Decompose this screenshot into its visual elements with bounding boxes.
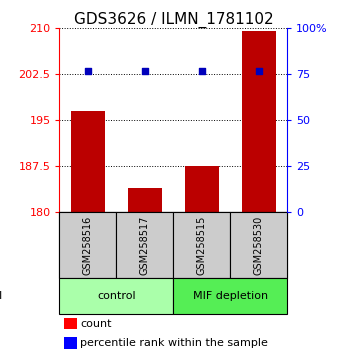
FancyBboxPatch shape [59, 278, 173, 314]
Point [85, 68, 91, 74]
Text: control: control [97, 291, 136, 301]
FancyBboxPatch shape [231, 212, 287, 278]
Point [142, 68, 148, 74]
Text: GSM258530: GSM258530 [254, 216, 264, 275]
Text: MIF depletion: MIF depletion [193, 291, 268, 301]
Bar [71, 111, 105, 212]
Text: GSM258516: GSM258516 [83, 216, 93, 275]
Bar [64, 318, 76, 330]
FancyBboxPatch shape [59, 212, 116, 278]
FancyBboxPatch shape [116, 212, 173, 278]
Bar [185, 166, 219, 212]
Bar [128, 188, 162, 212]
Text: GSM258517: GSM258517 [140, 216, 150, 275]
Text: GSM258515: GSM258515 [197, 216, 207, 275]
Bar [64, 337, 76, 349]
Point [199, 68, 205, 74]
Point [256, 68, 261, 74]
FancyBboxPatch shape [173, 278, 287, 314]
Bar [242, 32, 276, 212]
Text: percentile rank within the sample: percentile rank within the sample [80, 338, 268, 348]
Text: protocol: protocol [0, 291, 2, 301]
FancyBboxPatch shape [173, 212, 231, 278]
Title: GDS3626 / ILMN_1781102: GDS3626 / ILMN_1781102 [73, 12, 273, 28]
Text: count: count [80, 319, 112, 329]
